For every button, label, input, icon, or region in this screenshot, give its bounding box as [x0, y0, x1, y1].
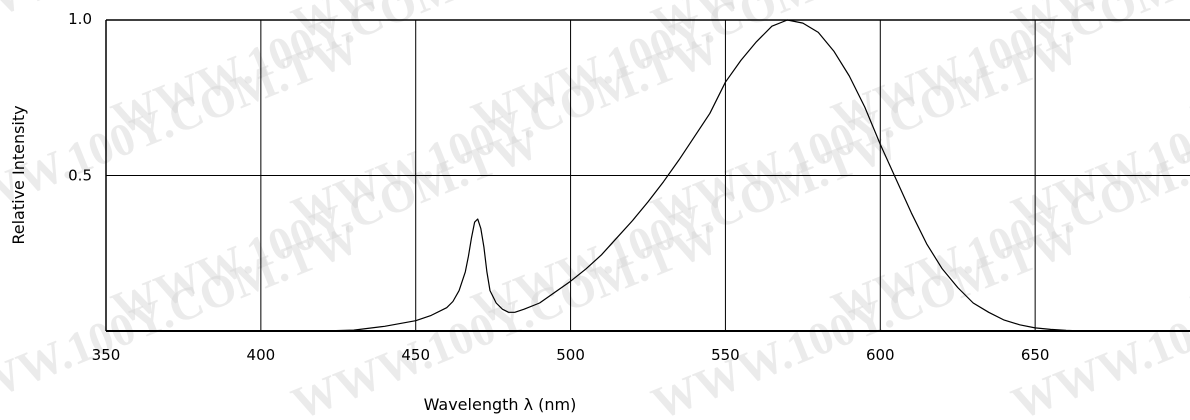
x-tick-label: 450 — [401, 346, 430, 364]
x-axis-title: Wavelength λ (nm) — [424, 395, 577, 414]
x-tick-labels: 350 400 450 500 550 600 650 — [92, 346, 1050, 364]
x-tick-label: 600 — [866, 346, 895, 364]
x-tick-label: 500 — [556, 346, 585, 364]
x-tick-label: 350 — [92, 346, 121, 364]
y-tick-label: 1.0 — [68, 10, 92, 28]
grid-lines — [106, 20, 1190, 331]
x-tick-label: 550 — [711, 346, 740, 364]
series-line — [106, 19, 1190, 332]
curve-layer — [106, 19, 1190, 332]
y-tick-labels: 0.5 1.0 — [68, 10, 92, 185]
y-tick-label: 0.5 — [68, 167, 92, 185]
x-tick-label: 400 — [247, 346, 276, 364]
x-tick-label: 650 — [1021, 346, 1050, 364]
y-axis-title: Relative Intensity — [9, 105, 28, 244]
